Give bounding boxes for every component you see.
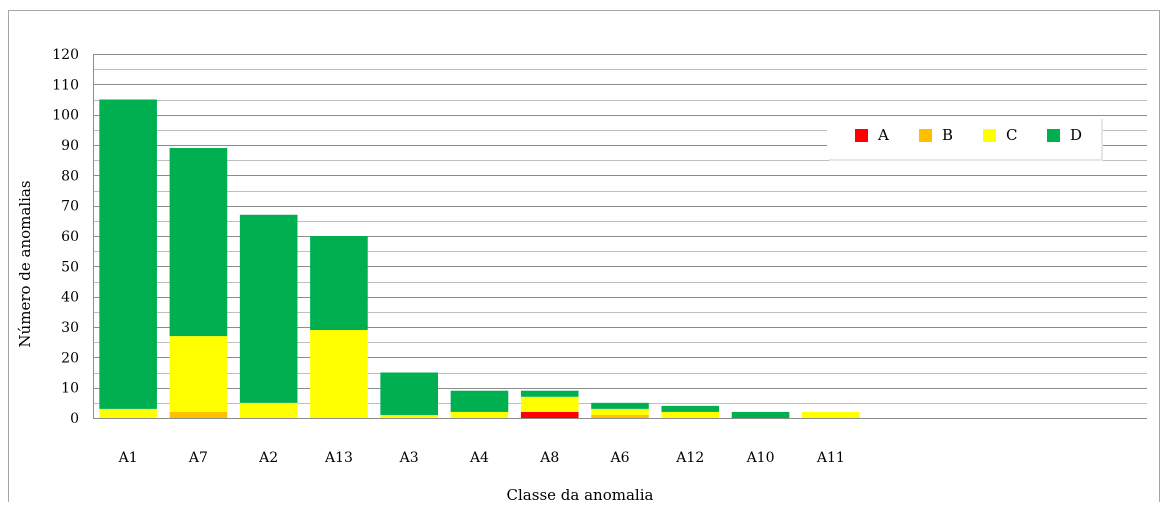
y-tick-label: 10 [61,381,79,397]
y-tick-label: 100 [52,108,79,124]
bar-A13-D [310,236,368,331]
y-axis-title: Número de anomalias [16,180,34,347]
legend-swatch-C [983,129,996,142]
legend-label: D [1070,126,1082,144]
legend-label: C [1006,126,1017,144]
bar-A8-D [520,390,579,397]
y-tick-label: 0 [70,411,79,427]
x-tick-label: A4 [469,450,489,466]
x-tick-label: A7 [188,450,208,466]
y-tick-label: 90 [61,138,79,154]
x-tick-label: A10 [746,450,775,466]
bar-A4-D [450,390,509,412]
x-tick-label: A12 [675,450,704,466]
legend-label: A [877,126,889,144]
bar-A7-C [169,336,228,412]
x-tick-labels: A1 A7 A2 A13 A3 A4 A8 A6 A12 A10 A11 [118,450,845,466]
bar-A8-A [520,411,579,418]
bar-A6-D [591,402,649,409]
x-tick-label: A8 [539,450,559,466]
bar-A11-C [801,411,860,418]
y-tick-label: 110 [52,77,79,93]
x-tick-label: A13 [324,450,353,466]
y-tick-label: 50 [61,259,79,275]
legend-swatch-D [1047,129,1060,142]
bar-A3-C [380,414,439,418]
bar-A3-D [380,372,439,415]
x-tick-label: A6 [609,450,629,466]
bar-A1-C [99,408,157,418]
bars [99,99,860,418]
bar-A6-C [591,408,649,415]
y-tick-label: 120 [52,47,79,63]
x-tick-label: A3 [399,450,419,466]
bar-A6-B [591,414,649,418]
y-tick-labels: 0 10 20 30 40 50 60 70 80 90 100 110 120 [52,47,79,427]
legend-swatch-A [855,129,868,142]
bar-A1-D [99,99,157,409]
y-tick-label: 80 [61,168,79,184]
y-tick-label: 40 [61,290,79,306]
bar-A12-D [661,405,720,412]
x-tick-label: A2 [258,450,278,466]
y-tick-label: 60 [61,229,79,245]
bar-A7-B [169,411,228,418]
y-tick-label: 20 [61,350,79,366]
bar-A7-D [169,148,228,337]
bar-A8-C [520,396,579,412]
x-tick-label: A11 [816,450,845,466]
bar-A12-C [661,411,720,418]
bar-A4-C [450,411,509,418]
legend-label: B [942,126,953,144]
legend: A B C D [827,117,1103,161]
x-axis-title: Classe da anomalia [507,486,654,504]
bar-A2-C [239,402,298,418]
x-tick-label: A1 [118,450,138,466]
legend-swatch-B [919,129,932,142]
y-tick-label: 30 [61,320,79,336]
bar-A10-D [731,411,790,418]
bar-A13-C [310,330,368,418]
bar-A2-D [239,214,298,403]
y-tick-label: 70 [61,199,79,215]
